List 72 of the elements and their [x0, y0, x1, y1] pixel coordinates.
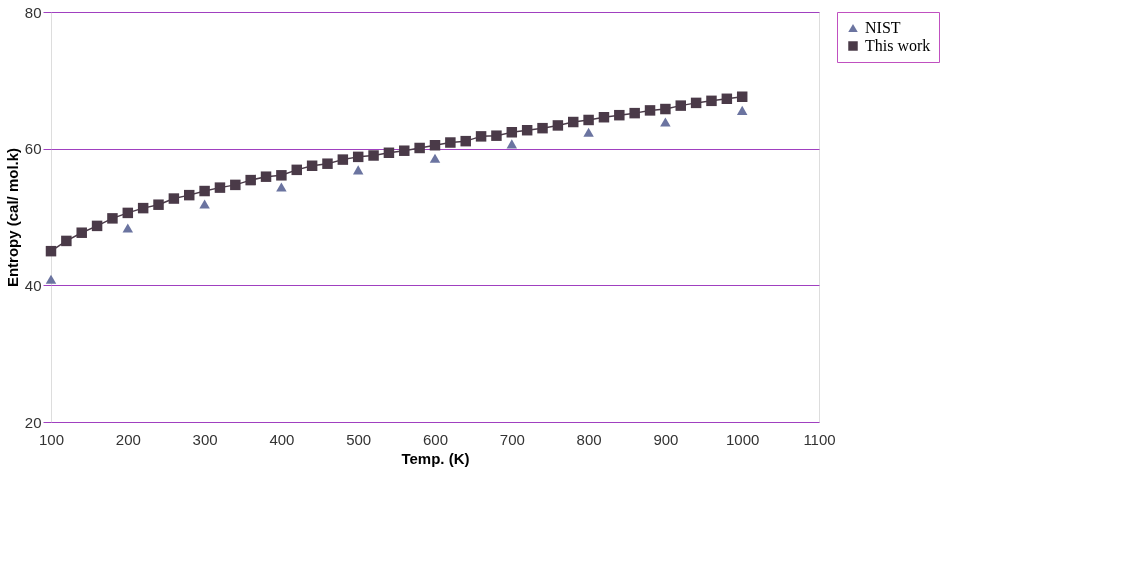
point: [168, 193, 180, 204]
y-tick-label: 80: [24, 3, 42, 21]
point: [199, 199, 210, 209]
point: [644, 105, 656, 116]
point: [107, 213, 118, 224]
point: [706, 95, 717, 107]
point: [352, 165, 364, 175]
point: [214, 182, 226, 193]
x-tick-label: 300: [192, 430, 218, 448]
point: [199, 185, 210, 197]
point: [736, 105, 748, 115]
point: [568, 116, 579, 128]
x-tick-label: 700: [499, 430, 525, 448]
point: [583, 127, 594, 137]
point: [306, 160, 318, 171]
point: [690, 97, 702, 109]
x-tick-label: 800: [576, 430, 602, 448]
x-tick-label: 1100: [803, 430, 836, 448]
point: [45, 245, 57, 257]
point: [445, 137, 456, 148]
x-tick-label: 900: [653, 430, 679, 448]
y-tick-label: 60: [24, 140, 42, 158]
point: [352, 151, 364, 163]
point: [184, 189, 195, 201]
point: [230, 179, 241, 191]
point: [460, 135, 471, 147]
point: [429, 140, 441, 151]
x-tick-label: 500: [346, 430, 372, 448]
point: [491, 130, 502, 141]
point: [598, 111, 610, 123]
y-tick-label: 40: [24, 276, 42, 294]
point: [537, 122, 548, 134]
point: [675, 100, 686, 111]
point: [475, 131, 487, 142]
legend-label: NIST: [865, 19, 901, 36]
x-tick-label: 600: [422, 430, 449, 448]
x-tick-label: 400: [269, 430, 295, 448]
point: [245, 174, 256, 186]
point: [260, 171, 272, 182]
point: [506, 127, 518, 138]
point: [383, 147, 395, 159]
point: [629, 107, 640, 119]
point: [153, 199, 164, 210]
point: [614, 109, 625, 121]
point: [660, 117, 671, 127]
point: [322, 158, 333, 169]
point: [276, 170, 287, 181]
point: [399, 145, 410, 156]
point: [76, 227, 87, 238]
point: [122, 207, 134, 219]
point: [552, 120, 564, 131]
point: [736, 91, 748, 102]
point: [721, 93, 733, 105]
point: [61, 235, 72, 247]
point: [660, 103, 671, 115]
point: [583, 114, 594, 126]
point: [414, 142, 425, 154]
point: [291, 164, 302, 176]
point: [137, 202, 149, 214]
y-tick-label: 20: [24, 413, 42, 431]
legend-label: This work: [865, 37, 931, 54]
x-axis-title: Temp. (K): [401, 449, 470, 467]
point: [521, 124, 533, 136]
point: [368, 150, 379, 161]
x-tick-label: 100: [38, 430, 65, 448]
point: [276, 182, 287, 192]
x-tick-label: 200: [115, 430, 141, 448]
x-tick-label: 1000: [726, 430, 760, 448]
point: [337, 154, 349, 165]
y-axis-title: Entropy (cal/ mol.k): [3, 147, 21, 288]
point: [91, 220, 103, 232]
point: [429, 153, 441, 163]
